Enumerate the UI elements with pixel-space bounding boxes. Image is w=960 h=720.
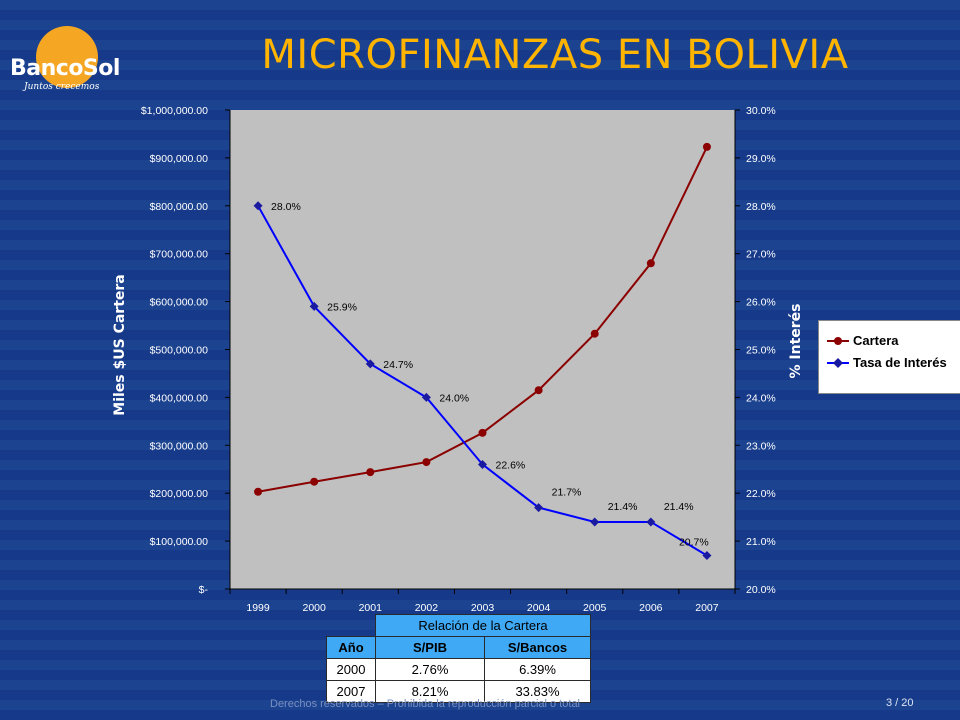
- legend-swatch-cartera: [827, 337, 849, 345]
- y2-axis-title: % Interés: [788, 304, 804, 379]
- cartera-point: [590, 329, 599, 338]
- y2-tick-label: 21.0%: [746, 536, 776, 548]
- y-tick-label: $100,000.00: [150, 536, 209, 548]
- y-tick-label: $200,000.00: [150, 488, 209, 500]
- tasa-point: [590, 517, 600, 527]
- tasa-data-label: 24.0%: [439, 392, 469, 404]
- cartera-point: [366, 468, 375, 477]
- legend-label-cartera: Cartera: [853, 333, 899, 348]
- table-cell: 33.83%: [484, 680, 591, 703]
- y-tick-label: $400,000.00: [150, 392, 209, 404]
- y2-tick-label: 22.0%: [746, 488, 776, 500]
- slide-title: MICROFINANZAS EN BOLIVIA: [261, 32, 849, 78]
- x-tick-label: 2004: [527, 602, 551, 614]
- y-tick-label: $800,000.00: [150, 201, 209, 213]
- tasa-data-label: 21.4%: [608, 501, 638, 513]
- tasa-point: [534, 503, 544, 513]
- legend-label-tasa: Tasa de Interés: [853, 355, 947, 370]
- tasa-data-label: 22.6%: [496, 459, 526, 471]
- tasa-point: [646, 517, 656, 527]
- plot-area: [230, 110, 735, 589]
- table-header-row: Año S/PIB S/Bancos: [326, 636, 591, 659]
- table-cell: 2007: [326, 680, 376, 703]
- header-s-pib: S/PIB: [375, 636, 485, 659]
- tasa-data-label: 20.7%: [679, 536, 709, 548]
- table-cell: 6.39%: [484, 658, 591, 681]
- cartera-point: [478, 428, 487, 437]
- tasa-point: [253, 201, 263, 211]
- tasa-point: [309, 301, 319, 311]
- cartera-point: [646, 259, 655, 268]
- y2-tick-label: 28.0%: [746, 201, 776, 213]
- legend-swatch-tasa: [827, 358, 849, 368]
- y-tick-label: $900,000.00: [150, 153, 209, 165]
- y2-tick-label: 23.0%: [746, 440, 776, 452]
- y-tick-label: $700,000.00: [150, 249, 209, 261]
- y2-tick-label: 27.0%: [746, 249, 776, 261]
- cartera-point: [422, 458, 431, 467]
- y2-tick-label: 30.0%: [746, 105, 776, 117]
- x-tick-label: 2000: [302, 602, 326, 614]
- tasa-data-label: 25.9%: [327, 301, 357, 313]
- x-tick-label: 2005: [583, 602, 607, 614]
- tasa-data-label: 21.4%: [664, 501, 694, 513]
- y2-tick-label: 29.0%: [746, 153, 776, 165]
- footer-copyright: Derechos reservados – Prohibida la repro…: [270, 698, 581, 710]
- table-row: 2007 8.21% 33.83%: [326, 680, 591, 703]
- y-tick-label: $600,000.00: [150, 297, 209, 309]
- logo-tagline: Juntos crecemos: [24, 82, 100, 92]
- x-tick-label: 2001: [359, 602, 383, 614]
- header-anio: Año: [326, 636, 376, 659]
- y2-tick-label: 24.0%: [746, 392, 776, 404]
- header-s-bancos: S/Bancos: [484, 636, 591, 659]
- table-cell: 2000: [326, 658, 376, 681]
- page-number: 3 / 20: [886, 697, 914, 709]
- y-tick-label: $1,000,000.00: [141, 105, 208, 117]
- y2-tick-label: 20.0%: [746, 584, 776, 596]
- table-row: 2000 2.76% 6.39%: [326, 658, 591, 681]
- sun-icon: [36, 26, 98, 88]
- ratio-table: Relación de la Cartera Año S/PIB S/Banco…: [326, 614, 591, 703]
- x-tick-label: 2003: [471, 602, 495, 614]
- cartera-point: [254, 487, 263, 496]
- y2-tick-label: 26.0%: [746, 297, 776, 309]
- bancosol-logo: BancoSol Juntos crecemos: [6, 22, 126, 102]
- x-tick-label: 1999: [246, 602, 270, 614]
- y-tick-label: $500,000.00: [150, 345, 209, 357]
- y-tick-label: $-: [199, 584, 209, 596]
- x-tick-label: 2007: [695, 602, 719, 614]
- y2-tick-label: 25.0%: [746, 345, 776, 357]
- tasa-point: [421, 392, 431, 402]
- logo-name: BancoSol: [10, 56, 120, 81]
- tasa-data-label: 28.0%: [271, 201, 301, 213]
- table-caption: Relación de la Cartera: [375, 614, 591, 637]
- tasa-data-label: 24.7%: [383, 359, 413, 371]
- cartera-point: [534, 386, 543, 395]
- x-tick-label: 2002: [415, 602, 439, 614]
- x-tick-label: 2006: [639, 602, 663, 614]
- tasa-point: [365, 359, 375, 369]
- tasa-data-label: 21.7%: [552, 487, 582, 499]
- cartera-point: [702, 142, 711, 151]
- chart-legend: Cartera Tasa de Interés: [818, 320, 960, 394]
- table-cell: 2.76%: [375, 658, 485, 681]
- tasa-point: [702, 550, 712, 560]
- table-cell: 8.21%: [375, 680, 485, 703]
- y-axis-title: Miles $US Cartera: [112, 274, 128, 415]
- cartera-point: [310, 477, 319, 486]
- tasa-point: [478, 459, 487, 469]
- y-tick-label: $300,000.00: [150, 440, 209, 452]
